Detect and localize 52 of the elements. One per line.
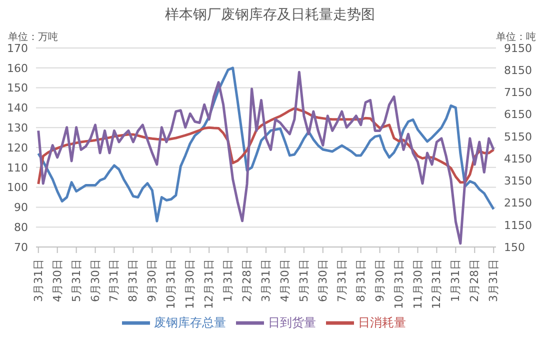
x-tick-label: 3月31日 — [32, 259, 45, 302]
y-tick-label: 130 — [7, 122, 28, 135]
y-tick-label: 110 — [7, 161, 28, 174]
x-tick-label: 7月31日 — [335, 259, 348, 302]
y2-tick-label: 5150 — [504, 130, 532, 144]
y-tick-label: 120 — [7, 141, 28, 154]
y-tick-label: 140 — [7, 102, 28, 115]
x-tick-label: 10月31日 — [164, 259, 178, 309]
y-axis-title: 单位：万吨 — [8, 30, 58, 44]
x-tick-label: 7月31日 — [108, 259, 121, 302]
x-tick-label: 12月31日 — [202, 259, 216, 309]
y-tick-label: 100 — [7, 181, 28, 194]
x-tick-label: 5月31日 — [297, 259, 310, 302]
x-tick-label: 2月28日 — [468, 259, 482, 302]
y2-tick-label: 9150 — [504, 42, 532, 55]
x-tick-label: 4月30日 — [278, 259, 292, 302]
y-tick-label: 170 — [7, 42, 28, 55]
y-tick-label: 90 — [14, 201, 28, 214]
legend-label: 日到货量 — [268, 315, 316, 330]
y2-axis-title: 单位：吨 — [496, 30, 536, 44]
y2-tick-label: 150 — [504, 240, 525, 254]
y-tick-label: 160 — [7, 62, 28, 75]
x-tick-label: 3月31日 — [487, 259, 500, 302]
chart-title: 样本钢厂废钢库存及日耗量走势图 — [164, 6, 376, 24]
y2-tick-label: 1150 — [504, 218, 532, 232]
x-tick-label: 11月30日 — [411, 259, 424, 309]
x-tick-label: 5月31日 — [70, 259, 83, 302]
x-tick-label: 3月31日 — [260, 259, 272, 302]
x-tick-label: 10月31日 — [392, 259, 406, 309]
x-tick-label: 8月31日 — [354, 259, 368, 302]
x-tick-label: 9月30日 — [146, 259, 159, 302]
x-tick-label: 1月31日 — [449, 259, 462, 302]
x-tick-label: 6月30日 — [316, 259, 330, 302]
y2-tick-label: 3150 — [504, 174, 532, 188]
y-tick-label: 70 — [14, 240, 28, 254]
x-tick-label: 12月31日 — [430, 259, 444, 309]
legend-label: 废钢库存总量 — [154, 315, 226, 330]
x-tick-label: 8月31日 — [126, 259, 140, 302]
legend-label: 日消耗量 — [358, 315, 406, 330]
x-tick-label: 2月28日 — [240, 259, 254, 302]
x-tick-label: 4月30日 — [50, 259, 64, 302]
y2-tick-label: 2150 — [504, 196, 532, 210]
y2-tick-label: 6150 — [504, 108, 532, 122]
x-tick-label: 9月30日 — [373, 259, 386, 302]
y2-tick-label: 7150 — [504, 86, 532, 100]
y-tick-label: 150 — [7, 82, 28, 95]
y-tick-label: 80 — [14, 221, 28, 234]
y2-tick-label: 4150 — [504, 152, 532, 166]
x-tick-label: 11月30日 — [184, 259, 197, 309]
y2-tick-label: 8150 — [504, 64, 532, 78]
x-tick-label: 6月30日 — [88, 259, 102, 302]
x-tick-label: 1月31日 — [222, 259, 235, 302]
